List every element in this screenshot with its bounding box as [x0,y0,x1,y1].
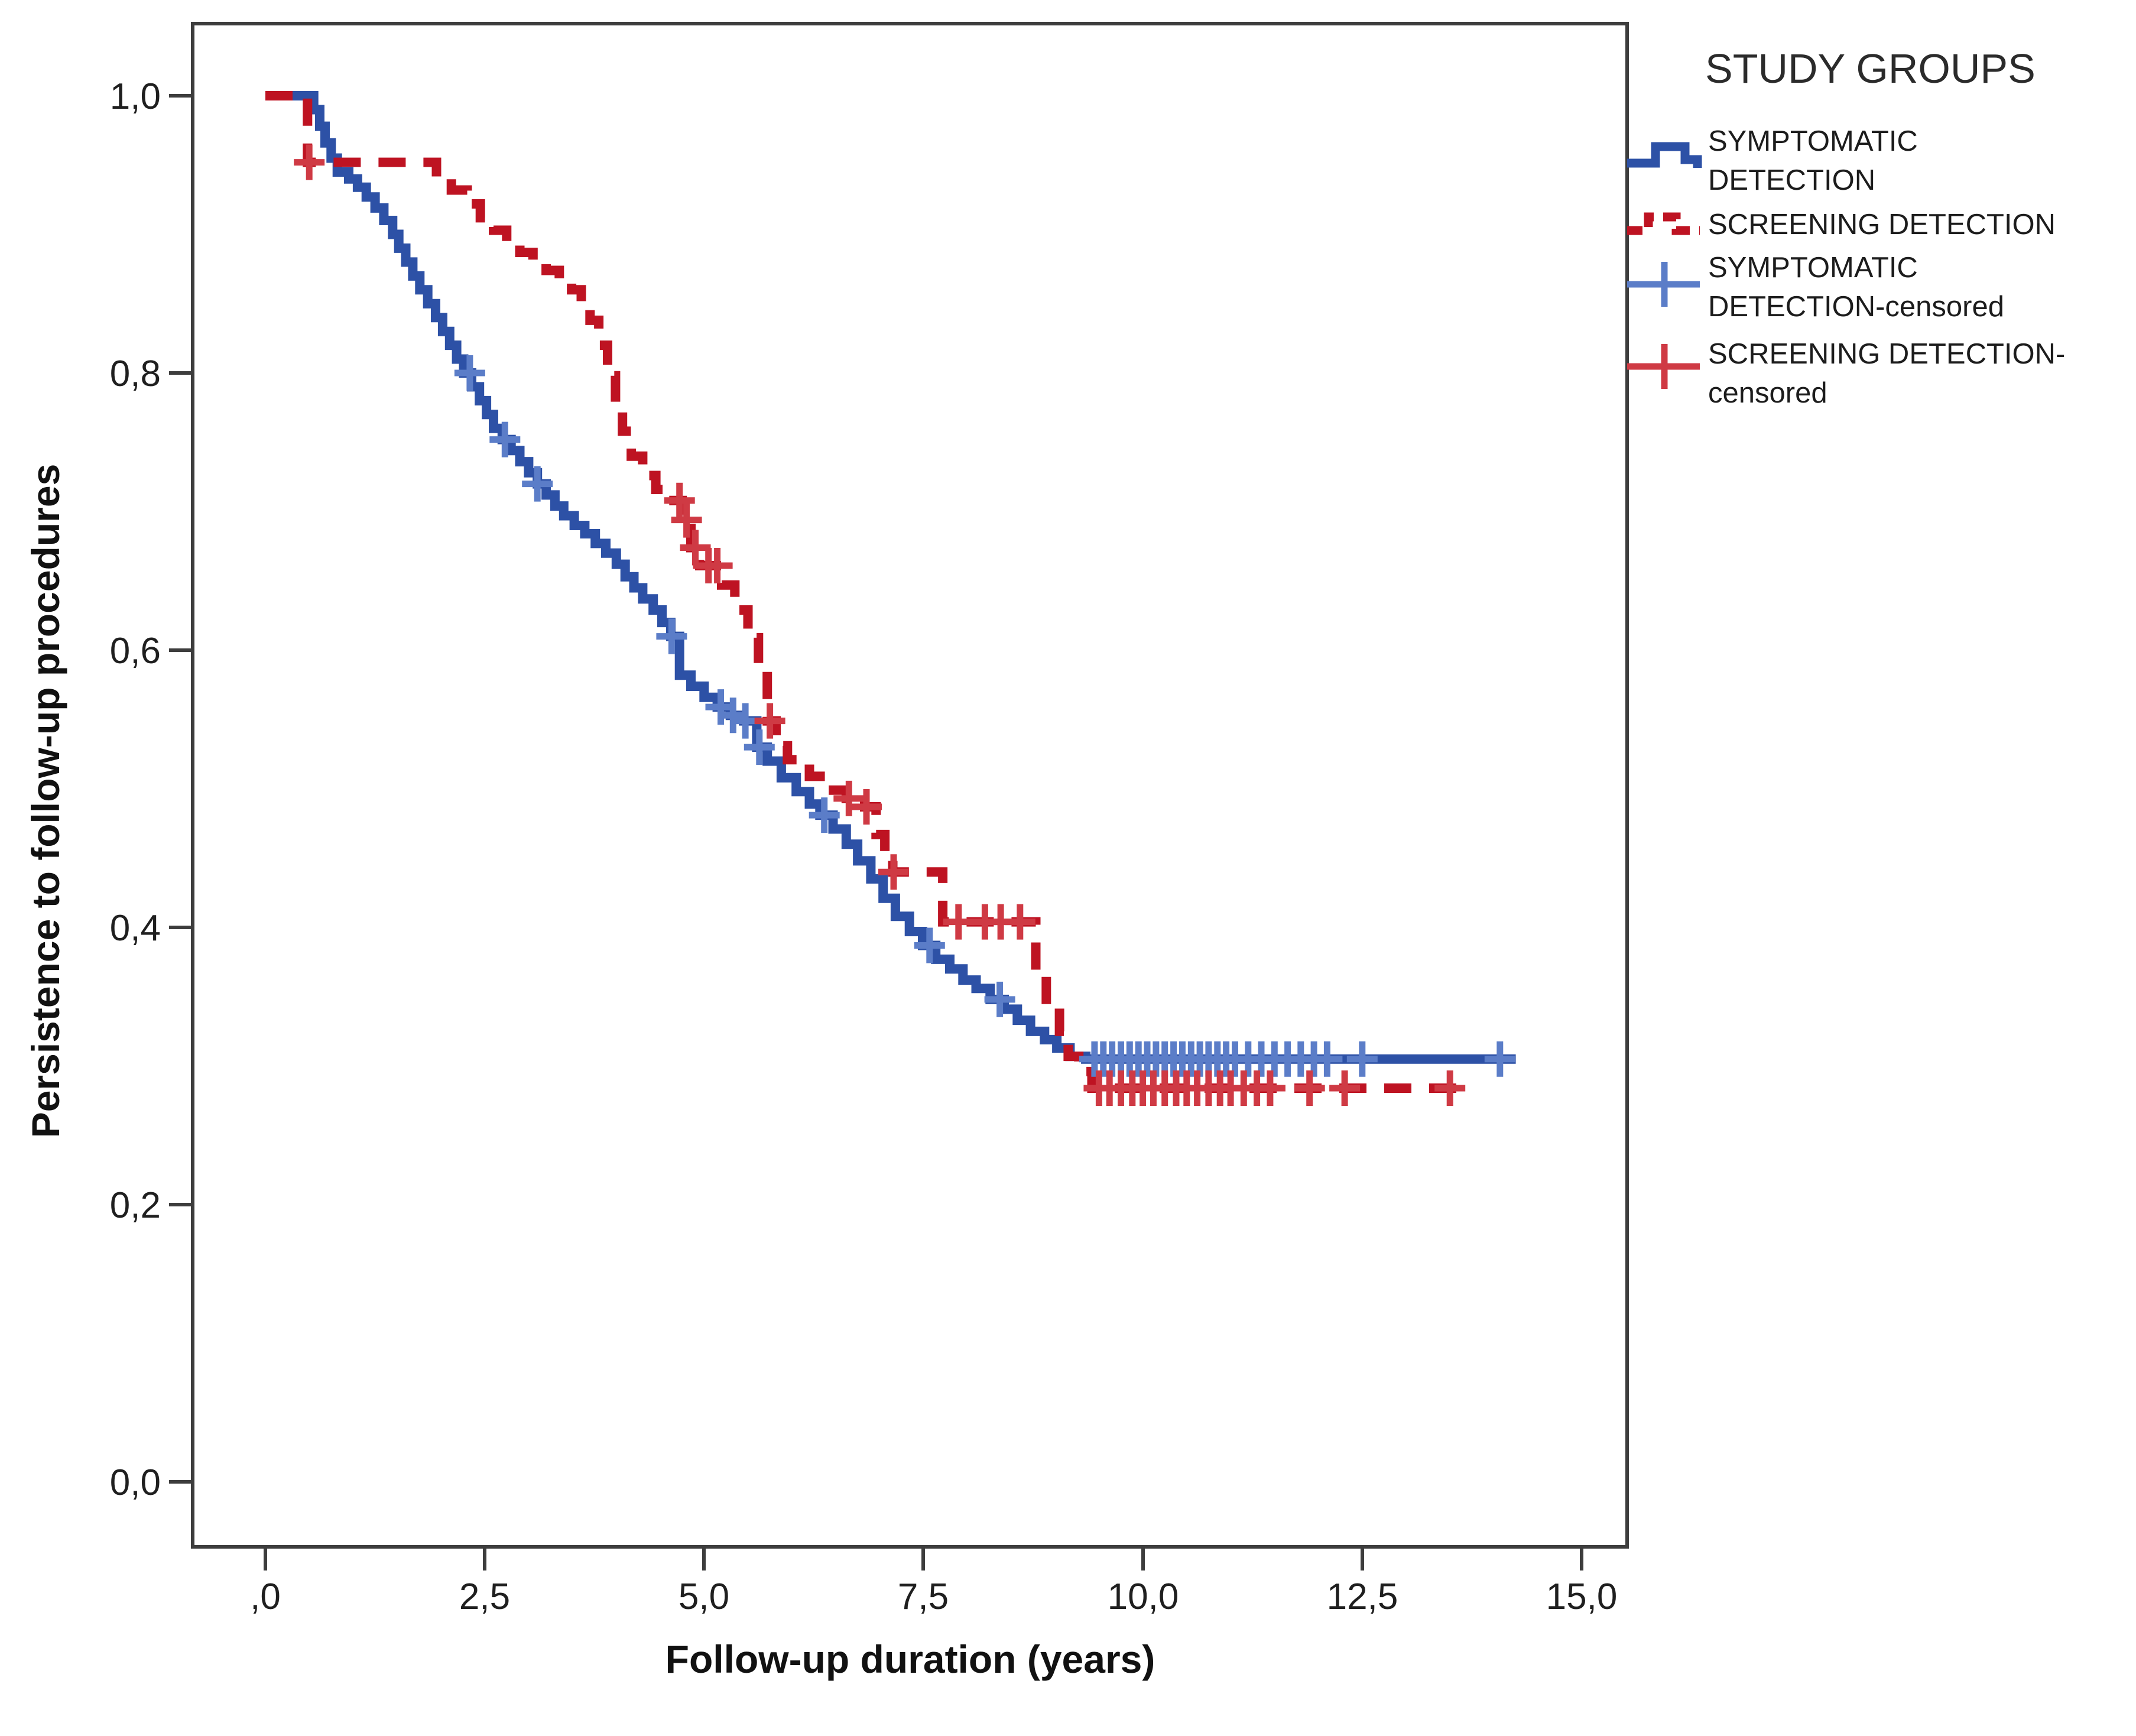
y-axis-title: Persistence to follow-up procedures [24,464,67,1138]
x-tick-label: 2,5 [459,1576,510,1617]
y-tick-label: 0,2 [110,1185,161,1226]
y-axis: 1,0 0,8 0,6 0,4 0,2 0,0 [110,76,193,1503]
symptomatic-detection-curve [265,91,1516,1064]
censor-mark [680,530,711,566]
legend-label: censored [1708,377,1827,409]
legend-label: SYMPTOMATIC [1708,125,1918,157]
legend-sample-symptomatic-censored [1627,262,1700,307]
censor-mark [671,502,702,538]
censor-mark [1294,1070,1325,1106]
screening-censored-marks [294,144,1466,1106]
censor-mark [744,729,775,765]
censor-mark [664,482,695,518]
censor-mark [454,355,485,391]
censor-mark [809,797,840,833]
y-tick-label: 0,6 [110,631,161,671]
legend-label: SYMPTOMATIC [1708,252,1918,284]
x-tick-label: 12,5 [1327,1576,1398,1617]
censor-mark [294,144,325,180]
legend-label: DETECTION [1708,164,1875,196]
censor-mark [754,703,785,739]
x-tick-label: ,0 [250,1576,281,1617]
x-tick-label: 10,0 [1108,1576,1179,1617]
censor-mark [878,854,909,890]
x-tick-label: 7,5 [898,1576,949,1617]
censor-mark [914,927,945,963]
legend-label: SCREENING DETECTION- [1708,338,2065,370]
censor-mark [833,780,865,816]
y-tick-label: 0,8 [110,353,161,394]
censor-mark [1312,1041,1343,1077]
x-tick-label: 15,0 [1546,1576,1618,1617]
censor-mark [656,618,687,654]
censor-mark [984,981,1015,1017]
censor-mark [1434,1070,1466,1106]
legend-label: DETECTION-censored [1708,291,2004,323]
censor-mark [1254,1070,1286,1106]
legend-sample-screening [1627,212,1700,235]
censor-mark [522,466,553,502]
symptomatic-censored-marks [454,355,1515,1077]
censor-mark [1329,1070,1361,1106]
censor-mark [943,904,974,940]
censor-mark [489,421,521,457]
screening-detection-curve [265,91,1463,1093]
y-tick-label: 0,4 [110,908,161,949]
x-axis-title: Follow-up duration (years) [666,1637,1155,1681]
censor-mark [702,548,733,583]
censor-mark [851,789,882,825]
censor-mark [1346,1041,1378,1077]
legend-sample-symptomatic [1627,142,1702,168]
y-tick-label: 0,0 [110,1462,161,1503]
y-tick-label: 1,0 [110,76,161,117]
censor-mark [1484,1041,1515,1077]
legend: STUDY GROUPS SYMPTOMATIC DETECTION SCREE… [1627,46,2065,409]
x-tick-label: 5,0 [679,1576,729,1617]
x-axis: ,0 2,5 5,0 7,5 10,0 12,5 15,0 [250,1547,1617,1617]
legend-label: SCREENING DETECTION [1708,209,2056,241]
plot-frame [191,22,1629,1549]
censor-mark [1004,904,1035,940]
legend-sample-screening-censored [1627,344,1700,389]
legend-title: STUDY GROUPS [1705,46,2036,92]
